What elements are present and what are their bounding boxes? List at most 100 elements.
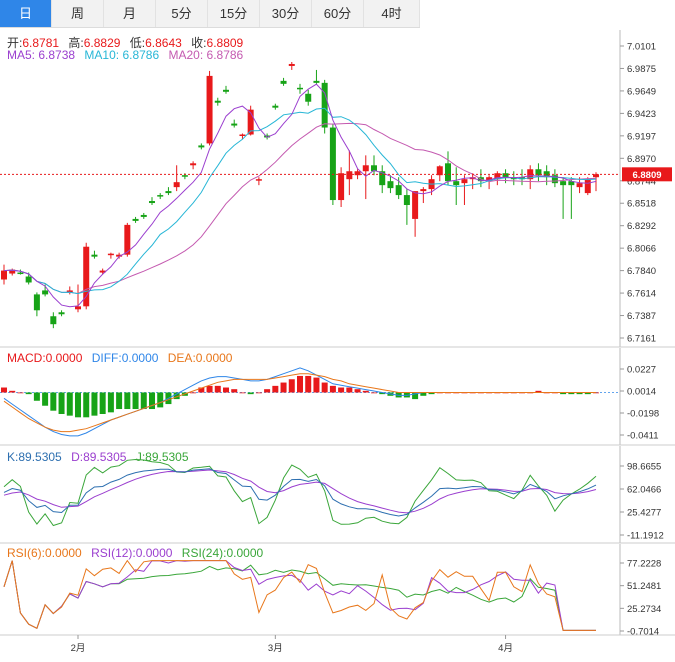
macd-bar — [149, 392, 155, 410]
candle-body — [346, 171, 353, 180]
ma10-line — [3, 107, 597, 295]
candle-body — [116, 254, 123, 257]
candle-body — [338, 173, 345, 201]
current-price-badge — [622, 167, 672, 182]
macd-bar — [58, 392, 65, 414]
tab-4[interactable]: 15分 — [208, 0, 260, 27]
price-tick-label: 7.0101 — [627, 42, 656, 53]
rsi-info: RSI(6):0.0000 RSI(12):0.0000 RSI(24):0.0… — [7, 546, 269, 560]
macd-bar — [428, 392, 435, 395]
candle-body — [420, 189, 427, 192]
candle-body — [223, 89, 229, 92]
candle-body — [379, 171, 386, 186]
current-price-label: 6.8809 — [632, 170, 661, 181]
candle-body — [1, 270, 7, 280]
kdj-tick-label: 25.4277 — [627, 508, 661, 519]
price-tick-label: 6.9197 — [627, 131, 656, 142]
macd-bar — [560, 392, 567, 395]
candle-body — [494, 173, 501, 180]
macd-bar — [239, 392, 246, 394]
price-tick-label: 6.8744 — [627, 176, 656, 187]
candle-body — [288, 63, 295, 66]
ma20-label: MA20: 6.8786 — [168, 48, 244, 62]
ohlc-info: 开:6.8781 高:6.8829 低:6.8643 收:6.8809 — [7, 34, 249, 51]
macd-bar — [255, 392, 262, 394]
price-tick-label: 6.8518 — [627, 199, 656, 210]
candle-body — [535, 169, 542, 176]
macd-bar — [231, 389, 238, 393]
macd-bar — [338, 387, 345, 393]
macd-bar — [584, 392, 591, 395]
candle-body — [66, 290, 73, 293]
candle-body — [255, 179, 262, 181]
macd-bar — [99, 392, 106, 414]
candle-body — [173, 182, 180, 188]
candle-body — [165, 191, 172, 194]
ma5-line — [3, 83, 597, 308]
rsi-tick-label: 77.2228 — [627, 559, 661, 570]
candle-body — [91, 254, 98, 257]
ma20-line — [3, 122, 597, 295]
macd-tick-label: -0.0411 — [627, 431, 659, 442]
price-tick-label: 6.7840 — [627, 266, 656, 277]
rsi-tick-label: 51.2481 — [627, 581, 661, 592]
tab-5[interactable]: 30分 — [260, 0, 312, 27]
candle-body — [247, 109, 254, 135]
candle-body — [99, 270, 106, 273]
kdj-tick-label: -11.1912 — [627, 531, 664, 542]
macd-bar — [75, 392, 81, 418]
candle-body — [305, 93, 312, 102]
candle-body — [280, 80, 287, 84]
candle-body — [461, 179, 468, 184]
candle-body — [140, 214, 147, 217]
macd-info: MACD:0.0000 DIFF:0.0000 DEA:0.0000 — [7, 351, 238, 365]
high-label: 高:6.8829 — [68, 36, 121, 50]
x-axis-label: 2月 — [71, 643, 86, 654]
candle-body — [107, 253, 114, 256]
candle-body — [124, 224, 131, 255]
kdj-info: K:89.5305 D:89.5305 J:89.5305 — [7, 450, 195, 464]
tab-0[interactable]: 日 — [0, 0, 52, 27]
d-label: D:89.5305 — [71, 450, 127, 464]
candle-body — [329, 127, 336, 201]
macd-bar — [288, 379, 295, 393]
candle-body — [527, 169, 534, 180]
macd-bar — [83, 392, 90, 418]
rsi12-line — [3, 560, 596, 631]
price-tick-label: 6.7161 — [627, 334, 656, 345]
close-label: 收:6.8809 — [191, 36, 244, 50]
kdj-j-line — [3, 458, 597, 527]
rsi6-line — [3, 559, 596, 631]
macd-bar — [313, 377, 320, 393]
tab-6[interactable]: 60分 — [312, 0, 364, 27]
rsi-tick-label: -0.7014 — [627, 627, 659, 638]
candle-body — [568, 181, 575, 186]
candle-body — [486, 177, 493, 182]
candle-body — [321, 82, 328, 128]
candle-body — [387, 181, 394, 189]
macd-bar — [354, 389, 361, 393]
candle-body — [519, 177, 525, 180]
tab-2[interactable]: 月 — [104, 0, 156, 27]
candle-body — [190, 163, 197, 166]
candle-body — [214, 100, 221, 103]
rsi-tick-label: 25.2734 — [627, 604, 661, 615]
macd-bar — [42, 392, 49, 406]
macd-bar — [420, 392, 427, 396]
candle-body — [239, 134, 246, 136]
candle-body — [354, 171, 361, 176]
candle-body — [264, 135, 271, 138]
macd-bar — [280, 382, 287, 393]
tab-1[interactable]: 周 — [52, 0, 104, 27]
macd-bar — [535, 390, 542, 393]
price-tick-label: 6.8292 — [627, 221, 656, 232]
rsi24-label: RSI(24):0.0000 — [181, 546, 264, 560]
tab-3[interactable]: 5分 — [156, 0, 208, 27]
candle-body — [371, 165, 377, 172]
ma-info: MA5: 6.8738 MA10: 6.8786 MA20: 6.8786 — [7, 48, 249, 62]
macd-bar — [362, 390, 369, 393]
rsi6-label: RSI(6):0.0000 — [7, 546, 82, 560]
chart-area: 7.0101 6.9875 6.9649 6.9423 6.9197 6.8970 6.87… — [0, 30, 675, 654]
tab-7[interactable]: 4时 — [364, 0, 420, 27]
candle-body — [157, 195, 164, 197]
